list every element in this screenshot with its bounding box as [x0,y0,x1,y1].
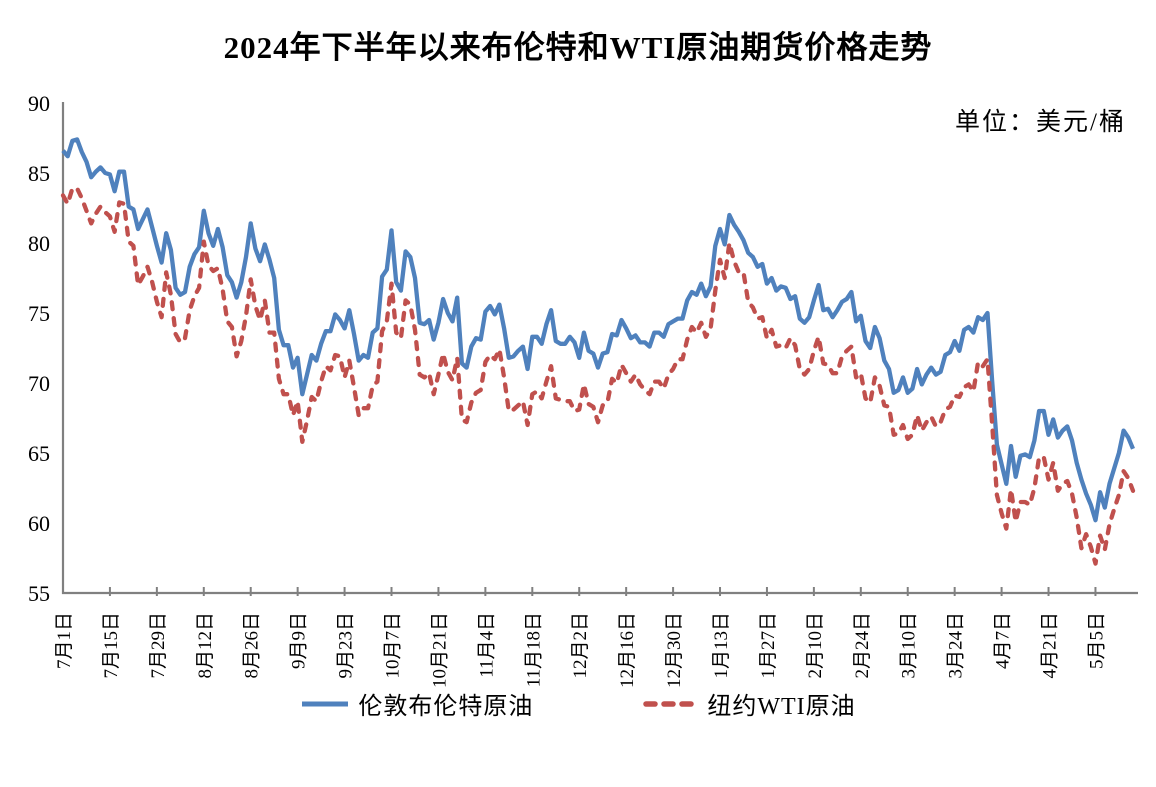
svg-text:70: 70 [28,371,50,396]
svg-text:8月26日: 8月26日 [242,612,263,679]
svg-text:4月7日: 4月7日 [993,612,1014,669]
svg-text:12月16日: 12月16日 [617,612,638,688]
svg-text:11月4日: 11月4日 [476,612,497,678]
svg-text:11月18日: 11月18日 [523,612,544,687]
svg-text:5月5日: 5月5日 [1086,612,1107,669]
legend-item-brent: 伦敦布伦特原油 [300,686,533,721]
legend-item-wti: 纽约WTI原油 [643,686,855,721]
svg-text:9月9日: 9月9日 [289,612,310,669]
svg-text:55: 55 [28,581,50,606]
svg-text:3月24日: 3月24日 [946,612,967,679]
chart-legend: 伦敦布伦特原油 纽约WTI原油 [0,686,1156,721]
svg-text:2月24日: 2月24日 [852,612,873,679]
wti-dashed-line-icon [643,700,700,707]
svg-text:7月15日: 7月15日 [101,612,122,679]
brent-solid-line-icon [302,701,349,706]
svg-text:75: 75 [28,301,50,326]
svg-text:7月1日: 7月1日 [54,612,75,669]
svg-text:9月23日: 9月23日 [336,612,357,679]
svg-text:2月10日: 2月10日 [805,612,826,679]
svg-text:60: 60 [28,511,50,536]
svg-text:10月7日: 10月7日 [383,612,404,679]
legend-label-brent: 伦敦布伦特原油 [358,694,534,720]
unit-label: 单位：美元/桶 [955,109,1126,136]
svg-text:1月27日: 1月27日 [758,612,779,679]
svg-text:12月30日: 12月30日 [664,612,685,688]
svg-text:1月13日: 1月13日 [711,612,732,679]
legend-label-wti: 纽约WTI原油 [707,694,856,720]
svg-text:12月2日: 12月2日 [570,612,591,679]
svg-text:85: 85 [28,161,50,186]
svg-text:8月12日: 8月12日 [195,612,216,679]
chart-title: 2024年下半年以来布伦特和WTI原油期货价格走势 [223,30,933,65]
svg-text:7月29日: 7月29日 [148,612,169,679]
svg-text:80: 80 [28,231,50,256]
svg-text:3月10日: 3月10日 [899,612,920,679]
svg-text:65: 65 [28,441,50,466]
svg-text:4月21日: 4月21日 [1040,612,1061,679]
svg-text:90: 90 [28,91,50,116]
svg-text:10月21日: 10月21日 [429,612,450,688]
